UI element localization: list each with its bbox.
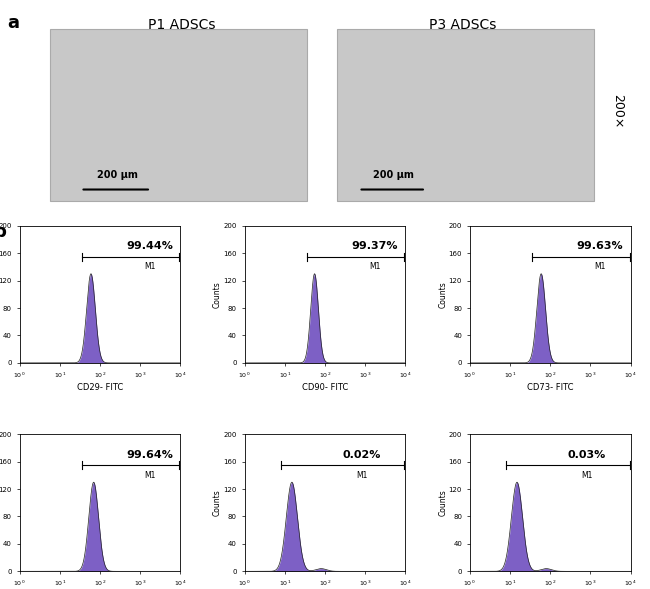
X-axis label: CD90- FITC: CD90- FITC bbox=[302, 383, 348, 392]
Text: M1: M1 bbox=[594, 262, 606, 271]
Text: 0.03%: 0.03% bbox=[568, 449, 606, 459]
Bar bbox=[50, 29, 307, 201]
Text: M1: M1 bbox=[144, 262, 155, 271]
Text: P1 ADSCs: P1 ADSCs bbox=[148, 18, 215, 32]
Text: 200×: 200× bbox=[612, 94, 625, 128]
Text: 99.44%: 99.44% bbox=[126, 241, 173, 251]
Text: 99.64%: 99.64% bbox=[126, 449, 173, 459]
Y-axis label: Counts: Counts bbox=[438, 489, 447, 516]
Bar bbox=[337, 29, 594, 201]
Text: 99.37%: 99.37% bbox=[352, 241, 398, 251]
Text: 200 μm: 200 μm bbox=[373, 170, 414, 180]
Text: 0.02%: 0.02% bbox=[343, 449, 381, 459]
Text: M1: M1 bbox=[369, 262, 380, 271]
Y-axis label: Counts: Counts bbox=[438, 281, 447, 307]
Y-axis label: Counts: Counts bbox=[213, 489, 222, 516]
X-axis label: CD29- FITC: CD29- FITC bbox=[77, 383, 123, 392]
Text: P3 ADSCs: P3 ADSCs bbox=[429, 18, 496, 32]
Text: a: a bbox=[7, 14, 20, 32]
Y-axis label: Counts: Counts bbox=[213, 281, 222, 307]
X-axis label: CD73- FITC: CD73- FITC bbox=[527, 383, 573, 392]
Text: 200 μm: 200 μm bbox=[97, 170, 138, 180]
Text: M1: M1 bbox=[581, 471, 593, 479]
Text: b: b bbox=[0, 223, 6, 241]
Text: M1: M1 bbox=[356, 471, 367, 479]
Text: M1: M1 bbox=[144, 471, 155, 479]
Text: 99.63%: 99.63% bbox=[577, 241, 623, 251]
